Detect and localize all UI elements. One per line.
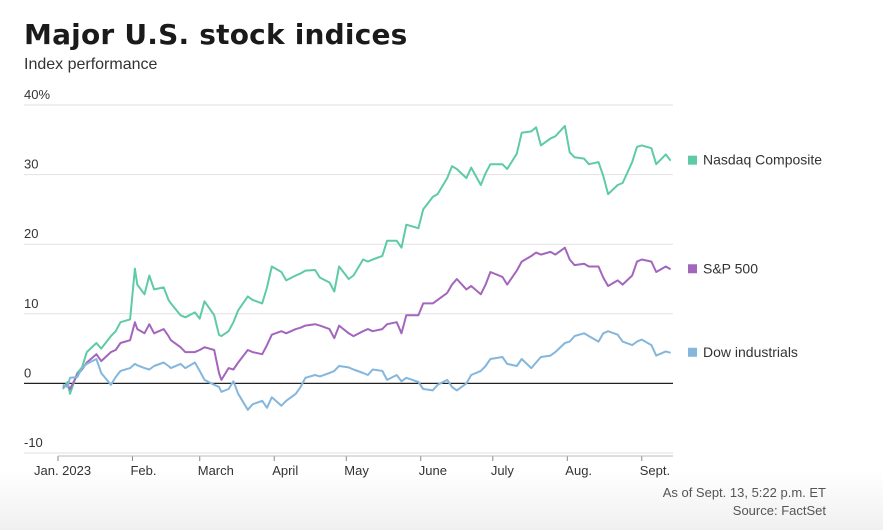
y-axis-ticks: 40% 30 20 10 0 -10 xyxy=(24,87,50,450)
legend-label-nasdaq-composite: Nasdaq Composite xyxy=(703,152,822,168)
x-tick-label: March xyxy=(198,463,234,478)
series-line-dow-industrials xyxy=(62,330,671,411)
x-tick-label: Sept. xyxy=(640,463,670,478)
x-axis-ticks: Jan. 2023 Feb. March April May June July Aug. Se… xyxy=(34,455,673,478)
x-tick-label: Jan. 2023 xyxy=(34,463,91,478)
legend: Nasdaq Composite S&P 500 Dow industrials xyxy=(688,152,822,360)
y-tick-label: -10 xyxy=(24,435,43,450)
chart-title: Major U.S. stock indices xyxy=(24,18,408,51)
series-line-nasdaq-composite xyxy=(61,124,672,395)
legend-swatch-dow-industrials xyxy=(688,347,697,357)
legend-label-dow-industrials: Dow industrials xyxy=(703,344,798,360)
y-tick-label: 40% xyxy=(24,87,50,102)
series-lines xyxy=(61,124,672,411)
line-chart: 40% 30 20 10 0 -10 Jan. 2023 Feb. March April May… xyxy=(24,87,822,478)
legend-label-s-p-500: S&P 500 xyxy=(703,260,758,276)
x-tick-label: Feb. xyxy=(130,463,156,478)
x-tick-label: May xyxy=(344,463,369,478)
as-of-note: As of Sept. 13, 5:22 p.m. ET xyxy=(662,485,826,500)
y-tick-label: 30 xyxy=(24,157,38,172)
legend-swatch-nasdaq-composite xyxy=(688,155,697,165)
x-tick-label: April xyxy=(272,463,298,478)
y-tick-label: 20 xyxy=(24,226,38,241)
series-line-s-p-500 xyxy=(62,246,672,390)
chart-subtitle: Index performance xyxy=(24,56,158,73)
grid-lines xyxy=(24,104,673,454)
source-note: Source: FactSet xyxy=(732,503,826,518)
y-tick-label: 10 xyxy=(24,296,38,311)
legend-swatch-s-p-500 xyxy=(688,264,697,274)
x-tick-label: July xyxy=(491,463,515,478)
y-tick-label: 0 xyxy=(24,365,31,380)
x-tick-label: Aug. xyxy=(565,463,592,478)
x-tick-label: June xyxy=(419,463,447,478)
footer: As of Sept. 13, 5:22 p.m. ET Source: Fac… xyxy=(663,484,826,520)
